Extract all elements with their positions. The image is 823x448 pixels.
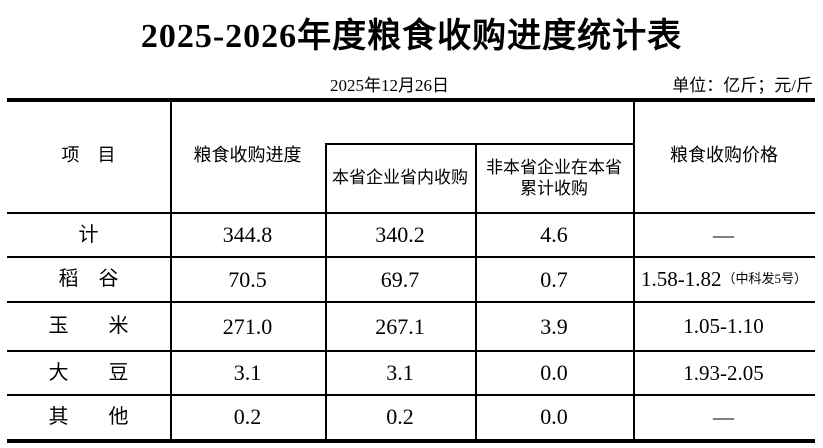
column-divider bbox=[170, 102, 172, 439]
cell-nonlocal: 0.7 bbox=[540, 266, 568, 292]
cell-progress: 344.8 bbox=[222, 222, 273, 248]
cell-item: 玉 米 bbox=[48, 315, 129, 337]
cell-local: 3.1 bbox=[386, 360, 414, 386]
cell-local: 340.2 bbox=[375, 222, 425, 248]
cell-nonlocal: 4.6 bbox=[540, 222, 568, 248]
cell-nonlocal: 3.9 bbox=[540, 313, 568, 339]
cell-item: 计 bbox=[78, 223, 99, 246]
header-item: 项 目 bbox=[61, 145, 116, 166]
row-separator-line bbox=[7, 256, 815, 258]
price-value: — bbox=[713, 404, 734, 429]
cell-local: 267.1 bbox=[375, 313, 425, 339]
cell-local: 69.7 bbox=[380, 266, 420, 292]
cell-item: 稻 谷 bbox=[58, 268, 119, 290]
header-nonlocal-line2: 累计收购 bbox=[520, 179, 588, 198]
price-note: （中科发5号） bbox=[722, 271, 807, 287]
unit-label: 单位：亿斤；元/斤 bbox=[672, 76, 813, 95]
cell-price: 1.58-1.82 （中科发5号） bbox=[633, 257, 815, 302]
report-date: 2025年12月26日 bbox=[330, 76, 449, 95]
cell-item: 其 他 bbox=[48, 405, 129, 428]
header-progress: 粮食收购进度 bbox=[193, 145, 302, 166]
cell-price: 1.93-2.05 bbox=[633, 351, 815, 395]
row-separator-line bbox=[7, 301, 815, 303]
row-separator-line bbox=[7, 350, 815, 352]
cell-nonlocal: 0.0 bbox=[540, 360, 568, 386]
grain-procurement-table: 项 目 粮食收购进度 本省企业省内收购 非本省企业在本省 累计收购 粮食收购价格… bbox=[7, 98, 815, 443]
cell-progress: 0.2 bbox=[233, 404, 262, 430]
subheader-box-top-border bbox=[325, 143, 635, 145]
price-value: 1.93-2.05 bbox=[683, 360, 764, 385]
column-divider bbox=[325, 143, 327, 439]
header-separator-line bbox=[7, 212, 815, 214]
header-local-purchase: 本省企业省内收购 bbox=[332, 168, 468, 188]
cell-item: 大 豆 bbox=[48, 361, 129, 384]
header-nonlocal-line1: 非本省企业在本省 bbox=[486, 157, 622, 177]
cell-progress: 70.5 bbox=[228, 266, 267, 292]
page-title: 2025-2026年度粮食收购进度统计表 bbox=[140, 18, 683, 55]
cell-nonlocal: 0.0 bbox=[540, 404, 568, 430]
column-divider bbox=[633, 102, 635, 439]
table-top-border bbox=[7, 98, 815, 102]
column-divider bbox=[475, 143, 477, 439]
header-price: 粮食收购价格 bbox=[670, 145, 778, 166]
cell-local: 0.2 bbox=[386, 404, 414, 430]
cell-price: — bbox=[633, 395, 815, 439]
price-value: — bbox=[713, 222, 734, 247]
cell-price: 1.05-1.10 bbox=[633, 302, 815, 351]
cell-progress: 271.0 bbox=[222, 313, 273, 339]
table-bottom-border bbox=[7, 439, 815, 443]
price-value: 1.05-1.10 bbox=[683, 314, 764, 339]
cell-price: — bbox=[633, 213, 815, 257]
cell-progress: 3.1 bbox=[233, 360, 262, 386]
price-value: 1.58-1.82 bbox=[640, 267, 722, 292]
header-nonlocal-purchase: 非本省企业在本省 累计收购 bbox=[475, 143, 633, 213]
row-separator-line bbox=[7, 394, 815, 396]
